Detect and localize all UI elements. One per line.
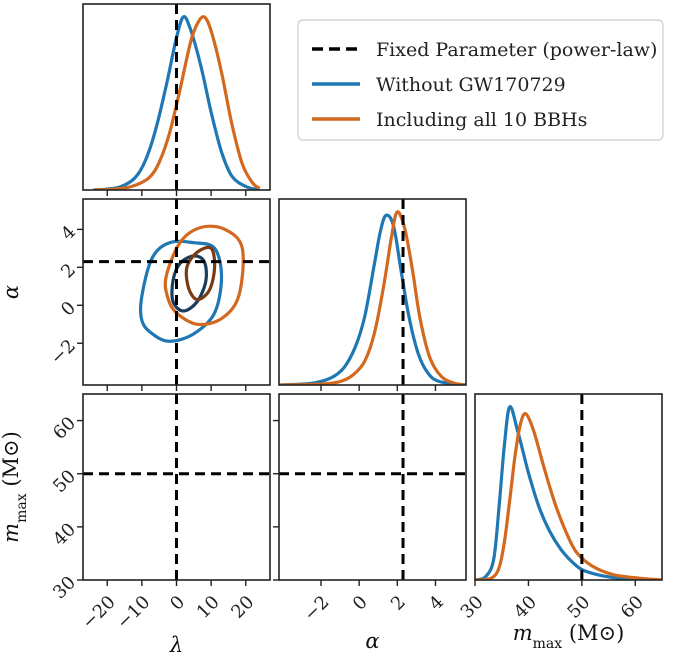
panel-content [279,394,466,580]
marginal-lambda-series-0 [93,15,261,190]
axis-title-y-m_max: mmax (M⊙) [0,431,30,543]
marginal-m_max-series-1 [475,412,662,580]
axis-title-x-alpha: α [365,629,379,653]
y-tick-label-m_max: 30 [49,572,80,603]
contour-lambda_alpha-series-0-level-0 [138,239,224,343]
y-tick-label-alpha: 0 [57,298,80,321]
y-tick-label-m_max: 40 [49,519,80,550]
y-tick-label-alpha: 4 [57,222,80,245]
legend-frame [297,19,664,141]
marginal-alpha-series-0 [279,213,466,385]
contour-lambda_alpha-series-1-level-1 [184,245,217,302]
legend-label-fixed: Fixed Parameter (power-law) [376,39,657,61]
axis-title-x-lambda: λ [169,633,183,657]
panel-m_max-alpha: −2 0 2 4 [273,393,467,626]
axis-title-x-m_max: mmax (M⊙) [513,621,625,652]
marginal-alpha-series-1 [279,210,466,385]
panel-lambda-lambda [82,3,271,196]
y-tick-label-alpha: 2 [57,260,80,283]
panel-frame [278,198,467,386]
x-tick-label-m_max: 60 [617,592,648,623]
y-tick-label-m_max: 60 [49,413,80,444]
panel-frame [474,393,663,581]
panel-alpha-lambda: −2 0 2 4 [46,198,271,391]
panel-content [475,394,662,580]
x-tick-label-lambda: −10 [113,592,155,634]
x-tick-label-m_max: 40 [510,592,541,623]
x-tick-label-lambda: 0 [166,592,189,615]
legend-label-without: Without GW170729 [376,74,566,96]
legend-label-including: Including all 10 BBHs [376,109,587,131]
marginal-lambda-series-1 [93,15,261,190]
x-tick-label-lambda: 20 [227,592,258,623]
panel-content [83,199,270,385]
y-tick-label-alpha: −2 [46,335,80,369]
x-tick-label-alpha: 0 [349,592,372,615]
x-tick-label-m_max: 30 [457,592,488,623]
panel-frame [82,198,271,386]
x-tick-label-alpha: −2 [300,592,334,626]
panel-m_max-lambda: −20−10 0 10 20 30 40 50 60 [49,393,271,634]
panel-content [279,199,466,385]
panel-alpha-alpha [278,198,467,391]
panel-frame [82,393,271,581]
panel-content [83,394,270,580]
x-tick-label-lambda: −20 [78,592,120,634]
marginal-m_max-series-0 [475,405,662,580]
panel-frame [278,393,467,581]
x-tick-label-lambda: 10 [193,592,224,623]
x-tick-label-m_max: 50 [563,592,594,623]
axis-title-y-alpha: α [0,285,23,299]
legend: Fixed Parameter (power-law) Without GW17… [297,19,664,141]
contour-lambda_alpha-series-1-level-0 [163,224,245,327]
y-tick-label-m_max: 50 [49,466,80,497]
panel-m_max-m_max: 30 40 50 60 [457,393,663,623]
x-tick-label-alpha: 2 [387,592,410,615]
panel-content [93,4,261,190]
x-tick-label-alpha: 4 [425,592,448,615]
